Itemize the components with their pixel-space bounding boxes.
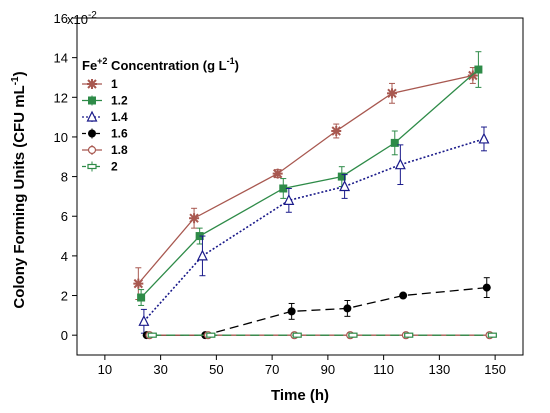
x-tick-label: 110 <box>373 362 394 377</box>
square-marker <box>88 96 96 105</box>
x-tick-label: 130 <box>429 362 451 377</box>
square-marker <box>137 293 146 302</box>
series-2 <box>147 332 497 338</box>
dash-marker <box>147 332 157 338</box>
y-tick-label: 4 <box>61 249 68 264</box>
series-line <box>146 286 487 336</box>
legend-label: 1.6 <box>111 127 128 141</box>
legend-item: 1 <box>82 77 118 91</box>
dash-marker <box>404 332 414 338</box>
circle-marker <box>88 129 96 138</box>
legend-label: 1.8 <box>111 143 128 157</box>
x-tick-label: 30 <box>153 362 167 377</box>
legend-label: 1.2 <box>111 94 128 108</box>
series-line <box>140 69 479 298</box>
series-1.4 <box>138 126 490 334</box>
circle-marker <box>343 304 352 313</box>
dash-marker <box>87 163 97 170</box>
y-tick-label: 14 <box>54 51 68 66</box>
star-marker <box>331 125 342 136</box>
dash-marker <box>348 332 358 338</box>
triangle-marker <box>339 180 351 192</box>
x-tick-label: 150 <box>484 362 506 377</box>
circle-marker <box>399 291 408 300</box>
legend-label: 1.4 <box>111 110 128 124</box>
dash-marker <box>292 332 302 338</box>
open-circle-marker <box>87 145 97 155</box>
dash-marker <box>487 332 497 338</box>
series-1 <box>133 67 478 300</box>
x-tick-label: 90 <box>321 362 335 377</box>
y-tick-label: 2 <box>61 289 68 304</box>
legend-title: Fe+2 Concentration (g L-1) <box>82 56 239 73</box>
square-marker <box>474 65 483 74</box>
y-tick-label: 6 <box>61 209 68 224</box>
triangle-marker <box>478 132 490 144</box>
triangle-marker <box>86 110 98 122</box>
star-marker <box>87 79 97 89</box>
square-marker <box>337 172 346 181</box>
series-layer <box>133 51 497 340</box>
circle-marker <box>287 307 296 316</box>
y-tick-label: 10 <box>54 130 68 145</box>
y-axis-label: Colony Forming Units (CFU mL-1) <box>10 71 28 308</box>
legend-label: 2 <box>111 160 118 174</box>
legend-item: 1.2 <box>82 94 128 108</box>
legend-item: 1.8 <box>82 143 128 157</box>
legend-label: 1 <box>111 77 118 91</box>
legend-items: 1 1.2 1.4 1.6 1.8 2 <box>82 77 128 174</box>
x-axis-label: Time (h) <box>271 387 329 404</box>
y-tick-label: 0 <box>61 328 68 343</box>
triangle-marker <box>138 314 150 326</box>
circle-marker <box>482 283 491 292</box>
x-tick-label: 50 <box>209 362 223 377</box>
y-multiplier: x10-2 <box>67 10 97 27</box>
series-1.2 <box>137 51 483 306</box>
x-tick-label: 10 <box>98 362 112 377</box>
legend-item: 1.6 <box>82 127 128 141</box>
star-marker <box>133 278 144 289</box>
y-tick-label: 12 <box>54 90 68 105</box>
square-marker <box>390 138 399 147</box>
legend-item: 2 <box>82 160 118 174</box>
legend-item: 1.4 <box>82 110 128 124</box>
y-tick-label: 8 <box>61 170 68 185</box>
square-marker <box>279 184 288 193</box>
plot-frame <box>76 17 524 356</box>
triangle-marker <box>283 194 295 205</box>
dash-marker <box>206 332 216 338</box>
star-marker <box>272 168 283 179</box>
series-line <box>143 138 485 322</box>
y-tick-label: 16 <box>54 11 68 26</box>
star-marker <box>189 213 200 224</box>
star-marker <box>386 88 397 99</box>
legend: Fe+2 Concentration (g L-1) 1 1.2 1.4 1.6 1.8… <box>82 56 239 174</box>
series-1.6 <box>142 277 491 340</box>
triangle-marker <box>394 158 406 170</box>
triangle-marker <box>196 249 208 261</box>
series-line <box>137 74 473 285</box>
x-tick-label: 70 <box>265 362 279 377</box>
